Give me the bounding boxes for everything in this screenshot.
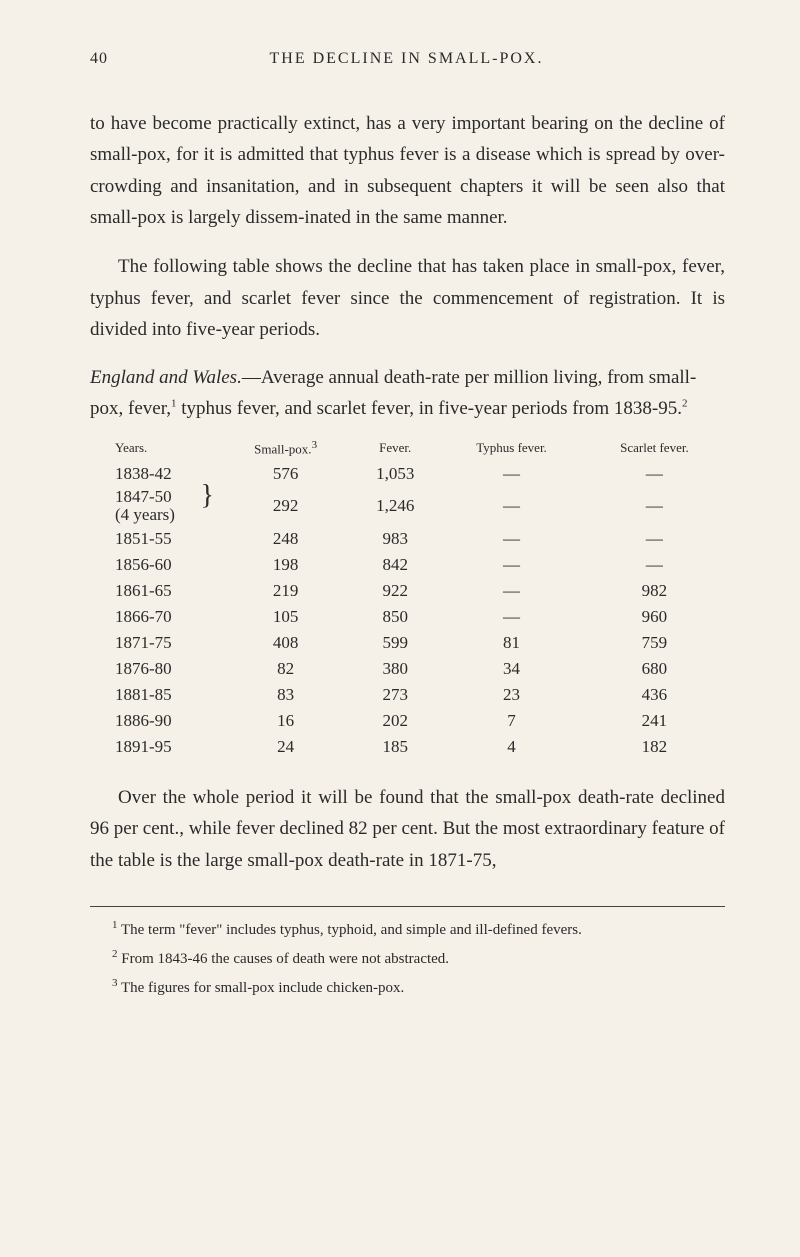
table-row: 1876-80 82 380 34 680 [90,656,725,682]
table-intro-block: England and Wales.—Average annual death-… [90,363,725,424]
cell-fever: 185 [351,734,439,760]
header-title: THE DECLINE IN SMALL-POX. [270,50,544,68]
cell-year: 1856-60 [90,552,220,578]
cell-fever: 273 [351,682,439,708]
cell-typhus: — [439,487,584,526]
cell-fever: 599 [351,630,439,656]
header-smallpox: Small-pox.3 [220,436,351,460]
cell-fever: 1,053 [351,461,439,487]
page-header: 40 THE DECLINE IN SMALL-POX. [90,50,725,68]
table-row: 1881-85 83 273 23 436 [90,682,725,708]
header-typhus: Typhus fever. [439,436,584,460]
intro-rest2: typhus fever, and scarlet fever, in five… [177,398,683,419]
page-number: 40 [90,50,108,68]
cell-typhus: — [439,604,584,630]
footnote-3-text: The figures for small-pox include chicke… [118,980,405,996]
cell-scarlet: 960 [584,604,725,630]
cell-scarlet: 241 [584,708,725,734]
cell-year-line1: 1847-50 [115,487,172,506]
cell-typhus: 34 [439,656,584,682]
cell-smallpox: 105 [220,604,351,630]
cell-year-line2: (4 years) [115,505,175,524]
footnote-1: 1 The term "fever" includes typhus, typh… [90,917,725,942]
cell-fever: 842 [351,552,439,578]
cell-typhus: — [439,552,584,578]
table-row: 1861-65 219 922 — 982 [90,578,725,604]
cell-scarlet: 680 [584,656,725,682]
cell-smallpox: 83 [220,682,351,708]
table-row: 1891-95 24 185 4 182 [90,734,725,760]
data-table: Years. Small-pox.3 Fever. Typhus fever. … [90,436,725,760]
cell-fever: 202 [351,708,439,734]
footnote-1-text: The term "fever" includes typhus, typhoi… [118,922,582,938]
cell-smallpox: 248 [220,526,351,552]
table-header-row: Years. Small-pox.3 Fever. Typhus fever. … [90,436,725,460]
header-fever: Fever. [351,436,439,460]
cell-year: 1886-90 [90,708,220,734]
table-row: 1851-55 248 983 — — [90,526,725,552]
cell-scarlet: — [584,552,725,578]
cell-smallpox: 198 [220,552,351,578]
brace-icon: } [201,481,214,512]
cell-fever: 983 [351,526,439,552]
cell-typhus: 81 [439,630,584,656]
footnotes: 1 The term "fever" includes typhus, typh… [90,906,725,1000]
cell-scarlet: — [584,487,725,526]
cell-smallpox: 82 [220,656,351,682]
cell-scarlet: — [584,461,725,487]
cell-year: 1851-55 [90,526,220,552]
cell-smallpox: 408 [220,630,351,656]
intro-sup2: 2 [682,397,688,409]
cell-scarlet: 982 [584,578,725,604]
cell-typhus: 23 [439,682,584,708]
cell-year-braced: 1847-50 (4 years) } [90,487,220,526]
header-years: Years. [90,436,220,460]
footnote-3: 3 The figures for small-pox include chic… [90,975,725,1000]
cell-year: 1876-80 [90,656,220,682]
cell-scarlet: — [584,526,725,552]
cell-scarlet: 436 [584,682,725,708]
cell-fever: 380 [351,656,439,682]
cell-fever: 1,246 [351,487,439,526]
cell-smallpox: 292 [220,487,351,526]
table-row: 1866-70 105 850 — 960 [90,604,725,630]
cell-fever: 922 [351,578,439,604]
cell-year: 1861-65 [90,578,220,604]
cell-scarlet: 182 [584,734,725,760]
cell-year: 1891-95 [90,734,220,760]
table-row: 1856-60 198 842 — — [90,552,725,578]
cell-fever: 850 [351,604,439,630]
paragraph-4: Over the whole period it will be found t… [90,782,725,876]
cell-typhus: 7 [439,708,584,734]
table-row: 1871-75 408 599 81 759 [90,630,725,656]
table-row: 1847-50 (4 years) } 292 1,246 — — [90,487,725,526]
cell-smallpox: 24 [220,734,351,760]
cell-scarlet: 759 [584,630,725,656]
cell-typhus: — [439,578,584,604]
table-row: 1838-42 576 1,053 — — [90,461,725,487]
footnote-2-text: From 1843-46 the causes of death were no… [118,951,450,967]
footnote-2: 2 From 1843-46 the causes of death were … [90,946,725,971]
cell-year: 1871-75 [90,630,220,656]
paragraph-2: The following table shows the decline th… [90,251,725,345]
table-row: 1886-90 16 202 7 241 [90,708,725,734]
cell-typhus: 4 [439,734,584,760]
table-intro: England and Wales.—Average annual death-… [90,363,725,424]
cell-typhus: — [439,526,584,552]
cell-smallpox: 16 [220,708,351,734]
cell-smallpox: 219 [220,578,351,604]
cell-smallpox: 576 [220,461,351,487]
paragraph-1: to have become practically extinct, has … [90,108,725,233]
cell-year: 1881-85 [90,682,220,708]
table-body: 1838-42 576 1,053 — — 1847-50 (4 years) … [90,461,725,760]
cell-year: 1866-70 [90,604,220,630]
intro-italic: England and Wales. [90,367,242,388]
cell-typhus: — [439,461,584,487]
header-scarlet: Scarlet fever. [584,436,725,460]
